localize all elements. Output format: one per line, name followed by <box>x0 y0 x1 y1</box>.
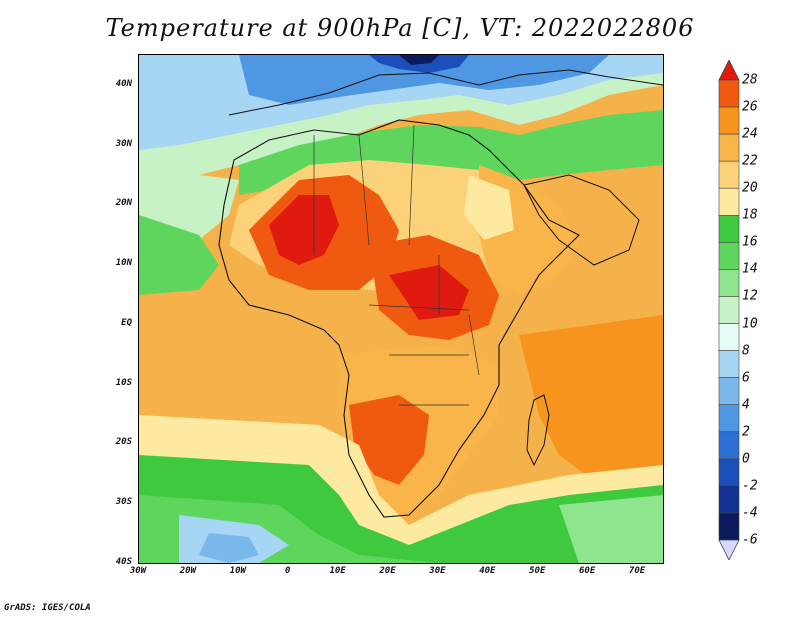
colorbar-bottom-arrow <box>718 539 740 560</box>
lon-tick-label: 20E <box>379 566 396 576</box>
colorbar-level-label: 20 <box>742 180 758 196</box>
colorbar-segment <box>718 485 740 514</box>
map-svg <box>139 55 663 563</box>
lon-tick-label: 60E <box>579 566 596 576</box>
south-cool-core <box>199 533 259 563</box>
indian-ocean-orange <box>519 315 663 485</box>
europe-coastline <box>228 69 663 116</box>
north-coldest-core <box>399 55 439 65</box>
colorbar-segment <box>718 431 740 460</box>
colorbar-level-label: 24 <box>742 126 758 142</box>
lat-tick-label: 30S <box>115 497 132 508</box>
madagascar-coastline <box>526 394 550 467</box>
colorbar-level-label: 28 <box>742 72 758 88</box>
arabia-coastline <box>523 174 640 266</box>
colorbar-level-label: 14 <box>742 261 758 277</box>
colorbar-segment <box>718 458 740 487</box>
lon-tick-label: 30E <box>429 566 446 576</box>
lat-tick-label: 10N <box>115 258 132 269</box>
colorbar-segment <box>718 187 740 216</box>
colorbar-level-label: 2 <box>742 424 750 440</box>
colorbar-level-label: 16 <box>742 234 758 250</box>
grads-credit: GrADS: IGES/COLA <box>4 603 91 613</box>
colorbar-level-label: -6 <box>742 532 758 548</box>
colorbar-level-label: 0 <box>742 451 750 467</box>
colorbar-level-label: 10 <box>742 316 758 332</box>
colorbar-segment <box>718 350 740 378</box>
horn-highlands <box>464 175 514 240</box>
colorbar-segment <box>718 106 740 135</box>
temperature-map <box>138 54 664 564</box>
lon-tick-label: 50E <box>529 566 546 576</box>
lat-tick-label: 40N <box>115 78 132 89</box>
lat-tick-label: 10S <box>115 377 132 388</box>
lat-tick-label: 20S <box>115 437 132 448</box>
colorbar-level-label: 4 <box>742 397 750 413</box>
colorbar-level-label: -4 <box>742 505 758 521</box>
lon-tick-label: 40E <box>479 566 496 576</box>
lat-tick-label: 20N <box>115 198 132 209</box>
lon-tick-label: 0 <box>284 566 291 576</box>
colorbar-segment <box>718 296 740 324</box>
west-atlantic-green <box>139 215 219 295</box>
lat-tick-label: EQ <box>121 317 132 328</box>
colorbar-segment <box>718 404 740 433</box>
colorbar-segment <box>718 214 740 243</box>
central-africa-hottest <box>389 265 469 320</box>
lat-tick-label: 30N <box>115 138 132 149</box>
country-borders <box>313 124 480 406</box>
africa-coastline <box>218 119 580 518</box>
colorbar-segment <box>718 512 740 541</box>
colorbar-level-label: 6 <box>742 370 750 386</box>
colorbar-top-arrow <box>718 60 740 81</box>
colorbar-segment <box>718 133 740 162</box>
lon-tick-label: 10W <box>229 566 246 576</box>
colorbar-level-label: 8 <box>742 343 750 359</box>
colorbar-segment <box>718 79 740 108</box>
lat-tick-label: 40S <box>115 557 132 567</box>
colorbar-segment <box>718 242 740 270</box>
lon-tick-label: 10E <box>329 566 346 576</box>
lon-tick-label: 30W <box>129 566 147 576</box>
southern-africa-hot <box>349 395 429 485</box>
colorbar <box>718 60 740 560</box>
colorbar-segment <box>718 269 740 297</box>
colorbar-level-label: 12 <box>742 288 758 304</box>
lon-tick-label: 70E <box>628 566 646 576</box>
colorbar-segment <box>718 323 740 351</box>
west-sahara-hottest <box>269 195 339 265</box>
colorbar-level-label: 26 <box>742 99 758 115</box>
colorbar-segment <box>718 160 740 189</box>
map-title: Temperature at 900hPa [C], VT: 202202280… <box>105 14 695 42</box>
lon-tick-label: 20W <box>179 566 197 576</box>
colorbar-level-label: -2 <box>742 478 758 494</box>
south-east-lightgreen <box>559 495 663 563</box>
colorbar-level-label: 18 <box>742 207 758 223</box>
colorbar-segment <box>718 377 740 406</box>
colorbar-level-label: 22 <box>742 153 758 169</box>
